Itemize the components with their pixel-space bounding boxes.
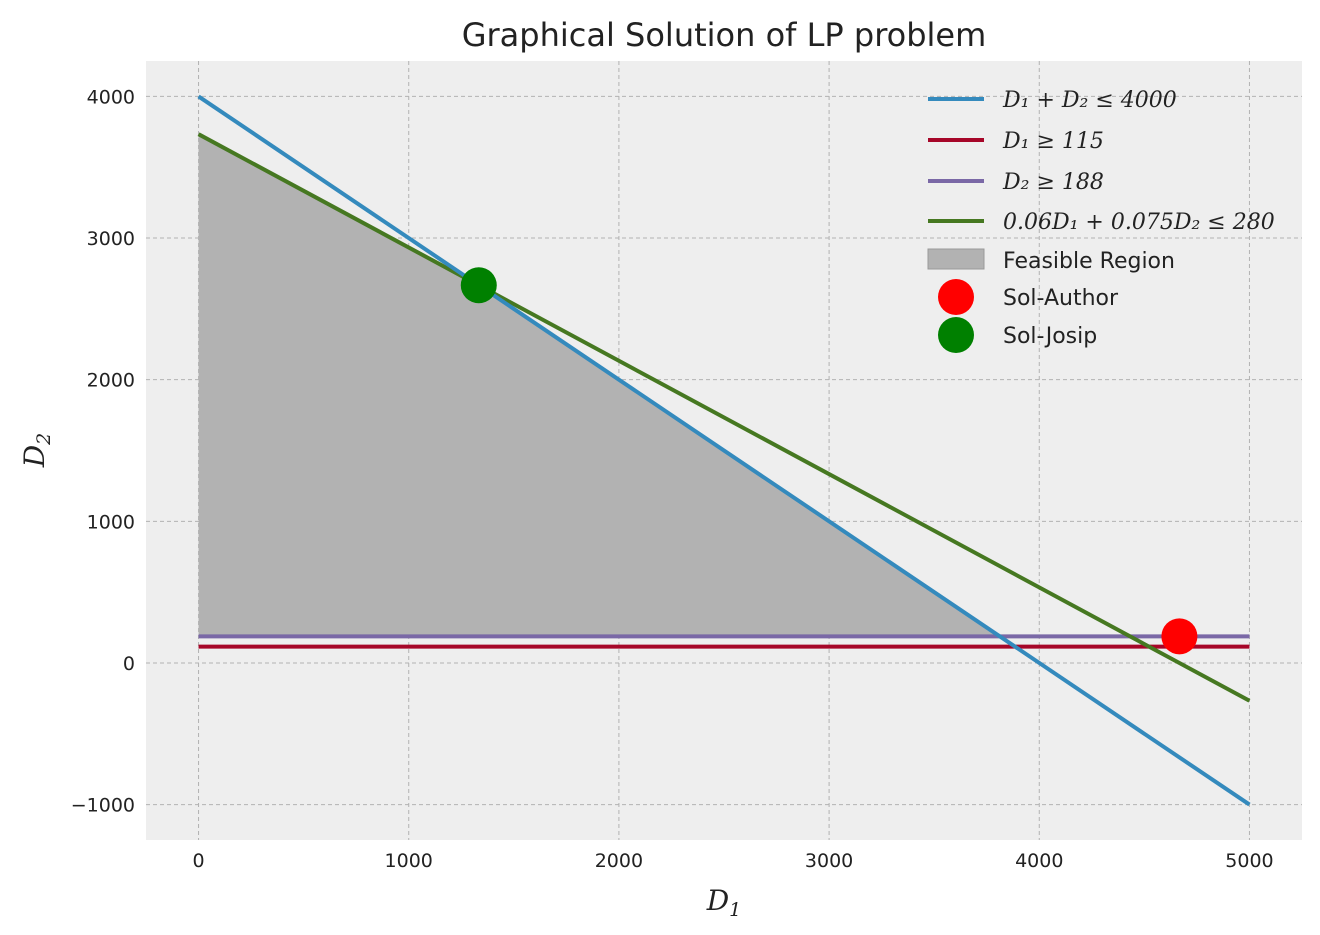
x-axis-label: D1 <box>706 884 742 921</box>
legend: D₁ + D₂ ≤ 4000 D₁ ≥ 115 D₂ ≥ 188 0.06D₁ + 0… <box>927 88 1275 353</box>
solution-points <box>460 267 1198 655</box>
legend-marker-0 <box>938 279 974 315</box>
series-lines <box>197 94 1251 807</box>
y-tick-label: 3000 <box>87 228 135 250</box>
solution-point-0 <box>1161 618 1198 655</box>
x-tick-label: 3000 <box>805 850 853 872</box>
legend-label-region: Feasible Region <box>1003 249 1175 274</box>
y-tick-label: 4000 <box>87 86 135 108</box>
chart-title: Graphical Solution of LP problem <box>462 16 987 54</box>
legend-label-2: D₂ ≥ 188 <box>1002 170 1104 195</box>
y-tick-label: 2000 <box>87 370 135 392</box>
x-tick-label: 4000 <box>1015 850 1063 872</box>
legend-label-1: D₁ ≥ 115 <box>1002 129 1104 154</box>
series-line-0 <box>197 94 1251 807</box>
y-tick-label: 0 <box>123 653 135 675</box>
x-axis-label-sub: 1 <box>729 899 741 921</box>
legend-label-point-0: Sol-Author <box>1003 286 1119 311</box>
x-tick-label: 0 <box>192 850 204 872</box>
legend-marker-1 <box>938 317 974 353</box>
legend-label-3: 0.06D₁ + 0.075D₂ ≤ 280 <box>1003 210 1275 235</box>
legend-label-0: D₁ + D₂ ≤ 4000 <box>1002 88 1177 113</box>
x-axis-label-main: D <box>706 884 729 917</box>
solution-point-1 <box>460 267 497 304</box>
y-axis-label-sub: 2 <box>33 433 55 446</box>
series-line-3 <box>197 132 1251 703</box>
y-tick-label: 1000 <box>87 511 135 533</box>
y-axis-label-main: D <box>18 445 51 468</box>
y-tick-labels: −1000 0 1000 2000 3000 4000 <box>71 86 135 816</box>
x-tick-labels: 0 1000 2000 3000 4000 5000 <box>192 850 1273 872</box>
x-tick-label: 2000 <box>595 850 643 872</box>
legend-label-point-1: Sol-Josip <box>1003 324 1097 349</box>
legend-region-swatch <box>927 248 985 270</box>
feasible-region-layer <box>198 134 1000 637</box>
x-tick-label: 1000 <box>385 850 433 872</box>
feasible-region <box>198 134 1000 637</box>
x-tick-label: 5000 <box>1225 850 1273 872</box>
y-axis-label: D2 <box>18 433 55 469</box>
y-tick-label: −1000 <box>71 795 135 817</box>
